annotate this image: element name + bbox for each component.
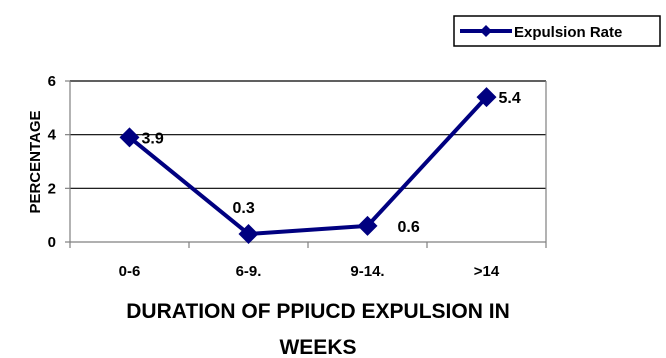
y-tick-label-4: 4 xyxy=(48,127,57,144)
x-tick-label-2: 9-14. xyxy=(350,263,384,280)
x-tick-label-0: 0-6 xyxy=(119,263,141,280)
data-point-2 xyxy=(357,215,378,236)
y-tick-label-0: 0 xyxy=(48,234,56,251)
legend-series-marker xyxy=(480,25,492,37)
legend-label: Expulsion Rate xyxy=(514,24,622,41)
data-label-3: 5.4 xyxy=(499,90,521,107)
data-point-3 xyxy=(476,87,497,108)
x-axis-title-line-2: WEEKS xyxy=(279,336,356,358)
legend: Expulsion Rate xyxy=(453,15,661,47)
x-tick-label-3: >14 xyxy=(474,263,500,280)
data-point-0 xyxy=(119,127,140,148)
x-axis-title-line-1: DURATION OF PPIUCD EXPULSION IN xyxy=(126,300,509,323)
y-axis-title: PERCENTAGE xyxy=(27,110,44,213)
data-point-1 xyxy=(238,223,259,244)
data-label-0: 3.9 xyxy=(142,130,164,147)
plot-area: 0 2 4 6 0-6 6-9. 9-14. >14 3.9 0.3 0.6 5.4 xyxy=(48,73,547,280)
data-label-2: 0.6 xyxy=(398,219,420,236)
series-line-0 xyxy=(128,95,488,236)
x-tick-label-1: 6-9. xyxy=(236,263,262,280)
y-tick-label-2: 2 xyxy=(48,180,56,197)
data-label-1: 0.3 xyxy=(233,200,255,217)
y-tick-label-6: 6 xyxy=(48,73,56,90)
